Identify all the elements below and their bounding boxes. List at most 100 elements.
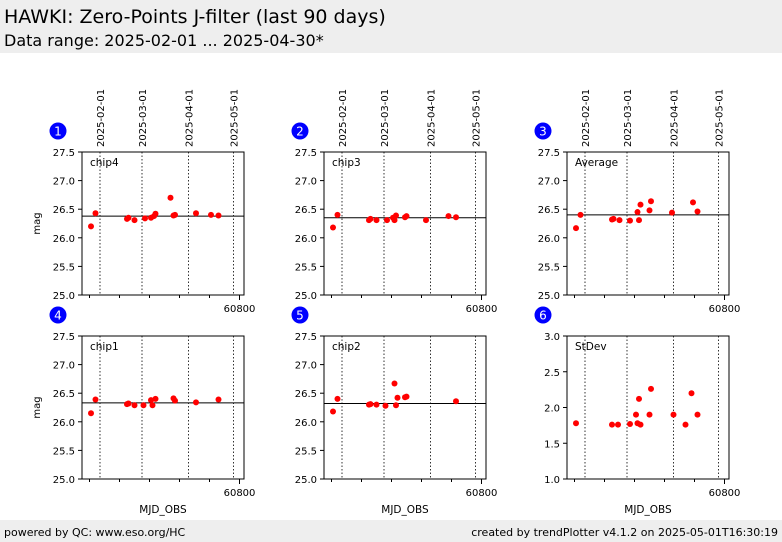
x-tick-label: 60800 — [224, 488, 256, 499]
data-point — [690, 199, 696, 206]
data-point — [131, 402, 138, 409]
y-tick-label: 27.5 — [538, 148, 560, 159]
data-point — [148, 397, 154, 404]
data-point — [694, 411, 701, 418]
date-label: 2025-04-01 — [185, 89, 196, 147]
data-point — [646, 411, 653, 418]
y-tick-label: 27.5 — [53, 332, 75, 343]
data-point — [92, 210, 99, 217]
data-point — [648, 385, 654, 392]
y-tick-label: 25.5 — [53, 262, 75, 273]
data-point — [403, 393, 410, 400]
panel-3: 2025-02-01 2025-03-01 2025-04-01 2025-05-01… — [534, 89, 741, 315]
panel-number: 6 — [539, 309, 547, 323]
data-point — [610, 215, 617, 222]
data-point — [577, 211, 584, 218]
panel-number: 4 — [54, 309, 62, 323]
x-axis-label: MJD_OBS — [381, 504, 429, 516]
data-point — [373, 401, 380, 408]
y-tick-label: 26.5 — [295, 389, 317, 400]
data-point — [88, 223, 94, 230]
panel-number-badge — [49, 122, 67, 140]
y-tick-label: 26.0 — [295, 234, 317, 245]
data-point — [627, 217, 633, 224]
panel-number-badge — [49, 306, 67, 324]
x-tick-label: 60800 — [224, 304, 256, 315]
panel-number: 5 — [296, 309, 304, 323]
panel-5: 25.0 25.5 26.0 26.5 27.0 27.5 60800 chip2 MJD_OB… — [291, 306, 498, 516]
axes-frame — [81, 151, 245, 296]
data-point — [334, 211, 341, 218]
data-point — [149, 402, 156, 409]
data-point — [367, 215, 374, 222]
data-point — [670, 411, 677, 418]
panel-label: StDev — [575, 341, 607, 353]
date-label: 2025-04-01 — [427, 89, 438, 147]
panel-number-badge — [534, 306, 552, 324]
y-tick-label: 25.0 — [538, 291, 560, 302]
panel-number: 1 — [54, 125, 62, 139]
y-axis-label: mag — [32, 212, 43, 234]
panel-1: 2025-02-01 2025-03-01 2025-04-01 2025-05-01… — [32, 89, 255, 315]
y-tick-label: 26.0 — [53, 234, 75, 245]
panel-label: chip2 — [332, 341, 361, 353]
y-tick-label: 25.0 — [53, 475, 75, 486]
data-point — [92, 396, 99, 403]
data-point — [394, 394, 401, 401]
data-point — [125, 400, 132, 407]
trend-plots: 2025-02-01 2025-03-01 2025-04-01 2025-05-01… — [32, 89, 741, 516]
y-tick-label: 26.5 — [53, 389, 75, 400]
panel-label: chip3 — [332, 157, 361, 169]
data-point — [131, 217, 138, 224]
data-point — [373, 217, 380, 224]
x-axis-label: MJD_OBS — [624, 504, 672, 516]
data-point — [152, 395, 159, 402]
x-axis-label: MJD_OBS — [139, 504, 187, 516]
data-point — [172, 397, 178, 404]
y-tick-label: 1.0 — [544, 475, 560, 486]
date-label: 2025-03-01 — [138, 89, 149, 147]
data-point — [172, 211, 178, 218]
data-point — [423, 217, 429, 224]
data-point — [367, 401, 374, 408]
date-label: 2025-05-01 — [472, 89, 483, 147]
axes-frame — [323, 151, 487, 296]
x-tick-label: 60800 — [466, 304, 498, 315]
y-tick-label: 26.5 — [295, 205, 317, 216]
y-tick-label: 25.5 — [295, 262, 317, 273]
data-point — [330, 224, 336, 231]
data-point — [88, 410, 94, 417]
y-tick-label: 27.5 — [295, 148, 317, 159]
data-point — [215, 212, 222, 219]
y-tick-label: 27.5 — [53, 148, 75, 159]
data-point — [682, 421, 689, 428]
footer-bar: powered by QC: www.eso.org/HC created by… — [0, 520, 782, 542]
date-label: 2025-03-01 — [380, 89, 391, 147]
page-title: HAWKI: Zero-Points J-filter (last 90 day… — [4, 6, 386, 28]
data-point — [453, 214, 459, 221]
data-point — [637, 201, 644, 208]
axes-frame — [323, 335, 487, 480]
y-tick-label: 26.0 — [295, 418, 317, 429]
panel-number-badge — [291, 122, 309, 140]
date-label: 2025-02-01 — [96, 89, 107, 147]
data-point — [215, 396, 222, 403]
data-point — [609, 421, 615, 428]
y-tick-label: 27.0 — [53, 361, 75, 372]
panel-number-badge — [534, 122, 552, 140]
date-label: 2025-03-01 — [623, 89, 634, 147]
panel-label: Average — [575, 157, 618, 169]
data-point — [193, 399, 199, 406]
data-point — [669, 209, 675, 216]
data-point — [208, 211, 214, 218]
data-point — [573, 225, 579, 232]
data-point — [140, 402, 147, 409]
data-point — [636, 395, 642, 402]
data-point — [391, 217, 398, 224]
footer-credit: powered by QC: www.eso.org/HC — [4, 526, 186, 539]
panel-label: chip1 — [90, 341, 119, 353]
y-tick-label: 27.0 — [295, 361, 317, 372]
x-tick-label: 60800 — [466, 488, 498, 499]
y-tick-label: 25.0 — [295, 291, 317, 302]
x-tick-label: 60800 — [709, 304, 741, 315]
